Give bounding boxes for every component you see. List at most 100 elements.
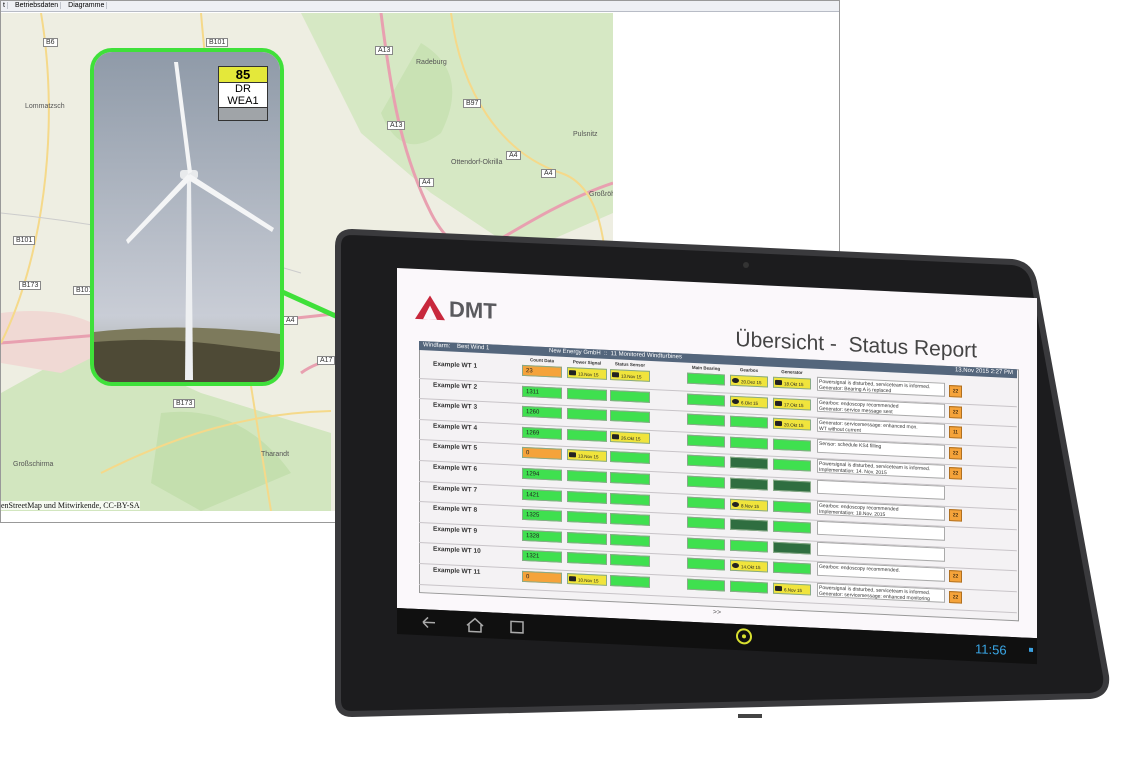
tab[interactable]: Betriebsdaten [12, 2, 62, 9]
turbine-callout: 85 DR WEA1 [90, 48, 284, 386]
status-cell: 17.Okt 15 [773, 397, 811, 411]
status-cell: 10.Nov 15 [567, 573, 607, 586]
count-cell: 1421 [522, 488, 562, 502]
tab[interactable]: t [1, 2, 8, 9]
status-date: 13.Nov 15 [578, 371, 599, 378]
priority-badge: 22 [949, 385, 962, 398]
wrench-icon [775, 421, 782, 427]
status-cell [730, 457, 768, 470]
back-button[interactable] [422, 616, 435, 628]
column-header: Count Data [530, 357, 554, 364]
wrench-icon [775, 379, 782, 386]
eye-icon [732, 398, 739, 404]
status-cell [687, 578, 725, 592]
priority-badge: 22 [949, 570, 962, 584]
tablet-screen: DMT Übersicht - Status Report Windfarm: … [397, 268, 1037, 665]
road-label: B97 [463, 99, 482, 108]
rows: Count Data Power Signal Status Sensor Main … [397, 268, 1037, 638]
priority-badge: 22 [949, 508, 962, 522]
column-header: Status Sensor [614, 361, 646, 368]
camera [743, 262, 749, 268]
status-cell: 14.Okt 15 [730, 560, 768, 573]
turbine-value: 85 [219, 67, 267, 82]
turbine-name: Example WT 10 [433, 546, 481, 556]
road-label: B173 [19, 281, 42, 290]
place-label: Radeburg [416, 59, 447, 66]
tab[interactable]: Diagramme [66, 2, 108, 9]
road-label: B101 [206, 38, 229, 47]
status-cell [567, 428, 607, 442]
column-header: Gearbox [739, 367, 759, 374]
status-cell [687, 413, 725, 427]
message-box: Powersignal is disturbed, serviceteam is… [817, 582, 945, 603]
wrench-icon [775, 585, 782, 592]
status-cell [610, 492, 650, 506]
status-cell: 6.Okt 15 [730, 395, 768, 409]
nav-icons [422, 616, 1033, 652]
status-cell [687, 434, 725, 448]
status-cell: 20.Dez 15 [730, 374, 768, 388]
status-cell [610, 575, 650, 588]
status-cell: 18.Okt 15 [773, 376, 811, 390]
wrench-icon [612, 433, 619, 440]
wrench-icon [569, 576, 576, 582]
eye-icon [732, 377, 739, 384]
eye-icon [732, 501, 739, 507]
message-box: Powersignal is disturbed, serviceteam is… [817, 376, 945, 397]
status-cell [687, 393, 725, 407]
message-box: Powersignal is disturbed, serviceteam is… [817, 459, 945, 480]
recents-button[interactable] [510, 620, 524, 634]
status-cell [730, 477, 768, 491]
status-cell [687, 372, 725, 386]
place-label: Pulsnitz [573, 131, 598, 138]
status-date: 14.Okt 15 [741, 564, 761, 571]
message-box [817, 479, 945, 500]
connector-line [276, 287, 342, 321]
priority-badge: 22 [949, 467, 962, 481]
status-date: 18.Okt 15 [784, 381, 804, 388]
turbine-name: Example WT 2 [433, 381, 478, 391]
count-cell: 0 [522, 570, 562, 584]
status-cell [567, 511, 607, 525]
center-button[interactable] [736, 628, 752, 645]
home-button[interactable] [466, 617, 484, 633]
road-label: B101 [13, 236, 36, 245]
turbine-name: Example WT 7 [433, 484, 478, 494]
status-cell [610, 533, 650, 547]
wrench-icon [569, 452, 576, 458]
turbine-name: Example WT 8 [433, 504, 478, 514]
count-cell: 0 [522, 447, 562, 461]
logo-mark [415, 295, 445, 321]
road-label: A13 [387, 121, 406, 130]
count-cell: 1269 [522, 426, 562, 440]
status-cell [687, 496, 725, 510]
turbine-name: Example WT 11 [433, 566, 481, 576]
status-cell: 6.Nov 15 [773, 582, 811, 596]
status-date: 20.Dez 15 [741, 379, 762, 386]
status-cell [610, 389, 650, 403]
status-cell [773, 520, 811, 534]
priority-badge: 22 [949, 591, 962, 604]
status-cell [773, 459, 811, 472]
message-box: Gearbox: endoscopy recommended Generator:… [817, 397, 945, 418]
status-cell [730, 415, 768, 429]
tab-bar: t Betriebsdaten Diagramme [1, 1, 839, 12]
priority-badge: 11 [949, 426, 962, 439]
status-cell: 26.Okt 15 [610, 430, 650, 444]
column-header: Generator [781, 369, 803, 376]
status-cell [730, 580, 768, 594]
status-cell: 13.Nov 15 [567, 367, 607, 380]
status-date: 6.Nov 15 [784, 587, 803, 594]
message-box: Sensor: schedule KS4 filling [817, 438, 945, 459]
status-cell [567, 387, 607, 401]
status-cell [773, 541, 811, 555]
road-label: B6 [43, 38, 58, 47]
clock: 11:56 [975, 641, 1007, 658]
status-date: 6.Okt 15 [741, 399, 759, 406]
road-label: A13 [375, 46, 394, 55]
status-cell [730, 436, 768, 450]
status-date: 8.Nov 15 [741, 502, 760, 509]
status-date: 17.Okt 15 [784, 401, 804, 408]
priority-badge: 22 [949, 446, 962, 460]
place-label: Lommatzsch [25, 103, 65, 110]
